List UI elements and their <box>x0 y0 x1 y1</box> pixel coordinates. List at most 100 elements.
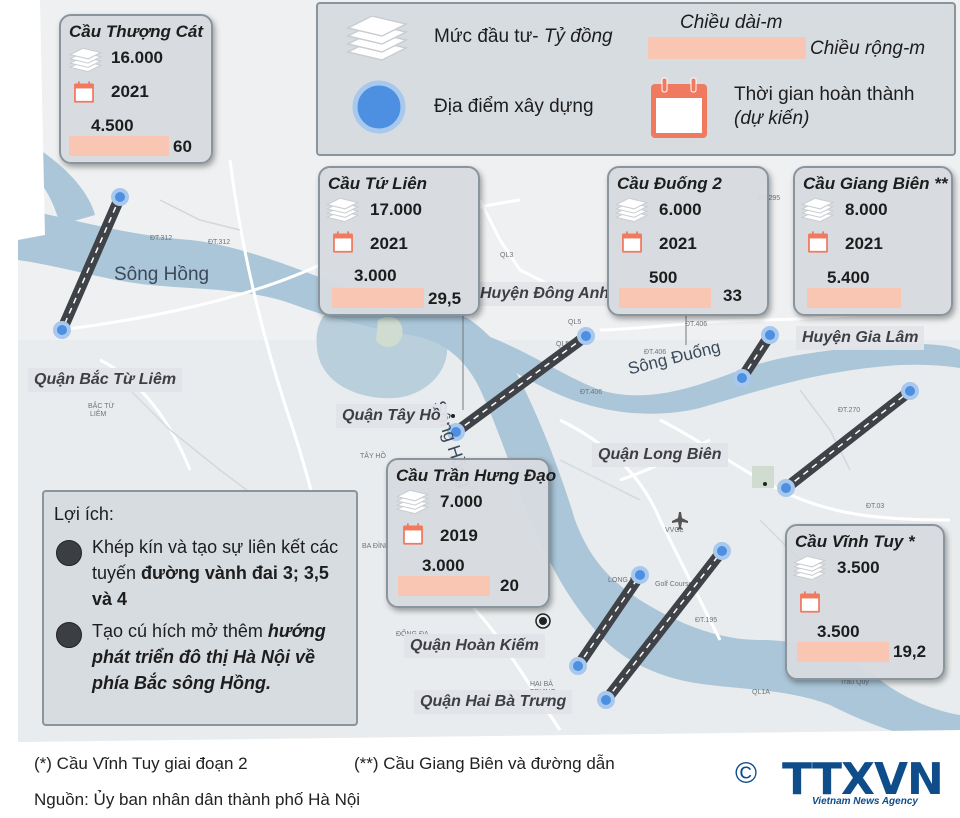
benefit-item-1-text: Khép kín và tạo sự liên kết các tuyến <box>92 537 339 583</box>
ttxvn-logo-subtitle: Vietnam News Agency <box>812 796 918 807</box>
benefits-heading: Lợi ích: <box>54 504 114 524</box>
card-length: 4.500 <box>91 116 134 135</box>
card-title: Cầu Giang Biên ** <box>803 174 948 193</box>
airplane-icon <box>672 512 688 530</box>
location-dot-icon <box>713 542 731 560</box>
benefits-panel: Lợi ích: Khép kín và tạo sự liên kết các… <box>42 490 358 726</box>
card-width: 29,5 <box>428 289 462 308</box>
card-width-bar <box>332 288 424 308</box>
money-stack-icon <box>68 48 103 73</box>
money-stack-icon <box>395 490 430 515</box>
bridge-vinh-tuy <box>600 545 728 706</box>
benefit-item-2-text: Tạo cú hích mở thêm <box>92 621 268 641</box>
card-length: 5.400 <box>827 268 870 287</box>
svg-text:ĐT.406: ĐT.406 <box>580 389 602 396</box>
card-investment: 17.000 <box>370 200 422 219</box>
svg-text:HAI BÀ: HAI BÀ <box>530 679 553 688</box>
district-label-hoan-kiem: Quận Hoàn Kiếm <box>404 634 545 658</box>
card-title: Cầu Vĩnh Tuy * <box>795 532 915 551</box>
legend-panel: Mức đầu tư- Tỷ đồng Chiều dài-m Chiều rộ… <box>316 2 956 156</box>
card-width-bar <box>398 576 490 596</box>
location-dot-icon <box>53 321 71 339</box>
location-dot-icon <box>631 566 649 584</box>
card-width: 20 <box>500 576 519 595</box>
card-tu-lien: Cầu Tứ Liên 17.000 2021 3.000 29,5 <box>318 166 480 316</box>
calendar-icon <box>403 523 423 545</box>
svg-text:ĐỐNG ĐA: ĐỐNG ĐA <box>396 628 429 638</box>
district-label-tay-ho: Quận Tây Hồ <box>336 404 447 428</box>
location-dot-icon <box>733 369 751 387</box>
location-dot-icon <box>569 657 587 675</box>
svg-text:ĐT.270: ĐT.270 <box>838 407 860 414</box>
card-length: 3.000 <box>422 556 465 575</box>
location-dot-icon <box>777 479 795 497</box>
card-width-bar <box>797 642 889 662</box>
legend-location-label: Địa điểm xây dựng <box>434 96 594 117</box>
svg-text:QL1A: QL1A <box>752 689 770 696</box>
footnote-giang-bien: (**) Cầu Giang Biên và đường dẫn <box>354 754 615 773</box>
card-title: Cầu Trần Hưng Đạo <box>396 466 557 485</box>
svg-text:TÂY HỒ: TÂY HỒ <box>360 450 386 460</box>
card-length: 3.500 <box>817 622 860 641</box>
card-duong-2: Cầu Đuống 2 6.000 2021 500 33 <box>607 166 769 316</box>
card-width: 60 <box>173 137 192 156</box>
legend-length-label: Chiều dài-m <box>680 12 783 33</box>
bridge-tran-hung-dao <box>572 569 646 672</box>
card-title: Cầu Đuống 2 <box>617 174 722 193</box>
bridge-giang-bien <box>780 385 916 494</box>
copyright-symbol: © <box>735 757 758 790</box>
card-giang-bien: Cầu Giang Biên ** 8.000 2021 5.400 <box>793 166 953 316</box>
legend-completion-note: (dự kiến) <box>734 108 810 129</box>
calendar-icon <box>800 591 820 613</box>
card-thuong-cat: Cầu Thượng Cát 16.000 2021 4.500 60 <box>59 14 213 164</box>
location-dot-icon <box>597 691 615 709</box>
district-label-long-bien: Quận Long Biên <box>592 443 728 467</box>
svg-text:ĐT.406: ĐT.406 <box>644 349 666 356</box>
legend-investment-unit: Tỷ đồng <box>543 26 613 47</box>
card-vinh-tuy: Cầu Vĩnh Tuy * 3.500 3.500 19,2 <box>785 524 945 680</box>
calendar-icon <box>74 81 94 103</box>
calendar-icon <box>808 231 828 253</box>
svg-text:Trâu Quỳ: Trâu Quỳ <box>840 679 869 686</box>
bridge-tu-lien <box>450 330 592 438</box>
calendar-icon <box>622 231 642 253</box>
card-width: 19,2 <box>893 642 927 661</box>
legend-width-label: Chiều rộng-m <box>810 38 926 59</box>
svg-text:BẮC TỪ: BẮC TỪ <box>88 401 114 410</box>
benefit-item-1-bold: đường vành đai 3; 3,5 và 4 <box>92 563 329 609</box>
benefit-item-1: Khép kín và tạo sự liên kết các tuyến đư… <box>92 534 352 612</box>
svg-text:LONG BIÊN: LONG BIÊN <box>608 575 646 584</box>
svg-text:QL3: QL3 <box>500 252 513 259</box>
svg-text:QL5: QL5 <box>556 341 569 348</box>
district-label-bac-tu-liem: Quận Bắc Từ Liêm <box>28 368 183 392</box>
svg-text:QL5: QL5 <box>568 319 581 326</box>
bullet-icon <box>56 540 82 566</box>
benefit-item-2-bold: hướng phát triển đô thị Hà Nội về phía B… <box>92 621 326 693</box>
card-length: 3.000 <box>354 266 397 285</box>
card-investment: 6.000 <box>659 200 702 219</box>
footnote-vinh-tuy: (*) Cầu Vĩnh Tuy giai đoạn 2 <box>34 754 248 773</box>
card-year: 2021 <box>111 82 149 101</box>
svg-text:ĐT.195: ĐT.195 <box>695 617 717 624</box>
svg-text:BA ĐÌNH: BA ĐÌNH <box>362 541 390 550</box>
district-label-hai-ba-trung: Quận Hai Bà Trưng <box>414 690 573 714</box>
card-tran-hung-dao: Cầu Trần Hưng Đạo 7.000 2019 3.000 20 <box>386 458 556 608</box>
svg-text:ĐT.312: ĐT.312 <box>150 235 172 242</box>
card-investment: 16.000 <box>111 48 163 67</box>
money-stack-icon <box>800 198 835 223</box>
money-stack-icon <box>792 556 827 581</box>
bridge-thuong-cat <box>56 191 126 336</box>
card-width: 33 <box>723 286 742 305</box>
source-note: Nguồn: Ủy ban nhân dân thành phố Hà Nội <box>34 790 361 809</box>
svg-text:Golf Course: Golf Course <box>655 581 692 588</box>
benefit-item-2: Tạo cú hích mở thêm hướng phát triển đô … <box>92 618 352 696</box>
calendar-icon <box>333 231 353 253</box>
card-year: 2021 <box>659 234 697 253</box>
card-investment: 7.000 <box>440 492 483 511</box>
money-stack-icon <box>345 16 409 61</box>
card-title: Cầu Tứ Liên <box>328 174 428 193</box>
calendar-icon <box>651 77 707 138</box>
district-label-gia-lam: Huyện Gia Lâm <box>796 326 925 350</box>
card-investment: 3.500 <box>837 558 880 577</box>
location-dot-icon <box>577 327 595 345</box>
